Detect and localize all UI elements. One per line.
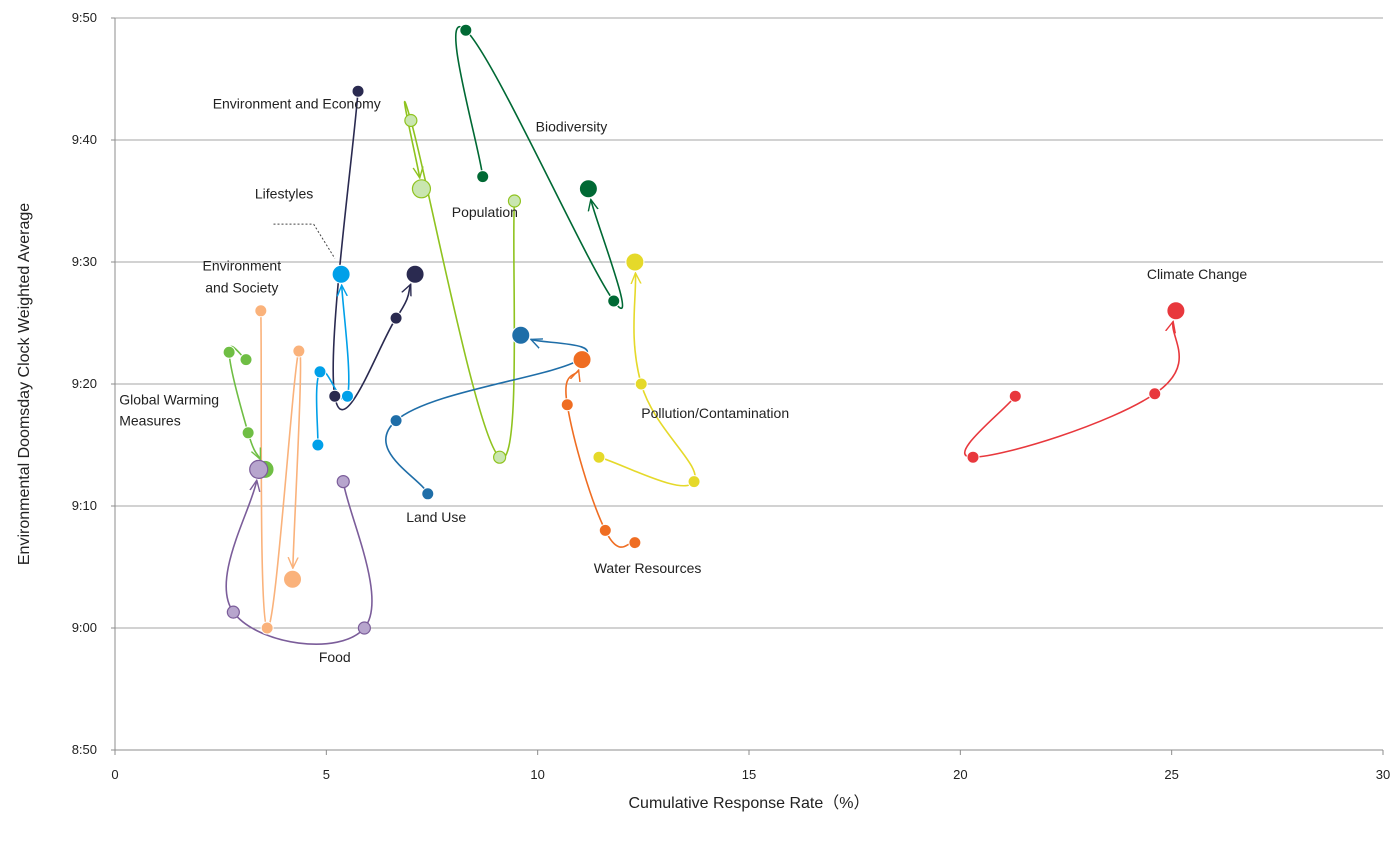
label-measures: Measures (119, 412, 180, 428)
point-water-resources-1 (628, 536, 642, 550)
y-tick-label: 9:20 (72, 376, 97, 391)
series-lines (225, 26, 1181, 645)
label-biodiversity: Biodiversity (536, 118, 608, 134)
point-lifestyles-2 (313, 365, 327, 379)
point-global-warming-measures-2 (222, 345, 236, 359)
x-tick-label: 30 (1376, 767, 1390, 782)
label-pollution-contamination: Pollution/Contamination (641, 405, 789, 421)
point-environment-and-society-2 (260, 621, 274, 635)
point-biodiversity-3 (607, 294, 621, 308)
point-land-use-4 (511, 325, 531, 345)
label-lifestyles: Lifestyles (255, 186, 313, 202)
label-environment: Environment (203, 258, 282, 274)
x-tick-label: 0 (111, 767, 118, 782)
label-water-resources: Water Resources (594, 560, 702, 576)
lifestyles-leader (313, 223, 336, 259)
y-tick-label: 9:10 (72, 498, 97, 513)
x-tick-label: 25 (1164, 767, 1178, 782)
series-line-pollution-contamination (598, 273, 697, 487)
point-water-resources-3 (560, 398, 574, 412)
point-lifestyles-3 (340, 389, 354, 403)
point-population-2 (493, 450, 507, 464)
label-and-society: and Society (205, 280, 278, 296)
point-food-1 (336, 475, 350, 489)
point-land-use-1 (421, 487, 435, 501)
point-population-3 (404, 113, 418, 128)
label-global-warming: Global Warming (119, 392, 219, 408)
x-tick-label: 5 (323, 767, 330, 782)
series-line-environment-and-society (260, 310, 302, 629)
point-environment-and-economy-1 (351, 84, 365, 98)
label-food: Food (319, 649, 351, 665)
point-environment-and-society-4 (283, 569, 303, 589)
series-line-climate-change (964, 321, 1181, 459)
label-environment-and-economy: Environment and Economy (213, 95, 381, 111)
y-tick-label: 8:50 (72, 742, 97, 757)
y-tick-label: 9:00 (72, 620, 97, 635)
point-biodiversity-4 (578, 179, 598, 199)
point-climate-change-4 (1166, 301, 1186, 321)
label-climate-change: Climate Change (1147, 266, 1248, 282)
point-global-warming-measures-3 (241, 426, 255, 440)
series-points (222, 23, 1186, 635)
point-environment-and-economy-3 (389, 311, 403, 325)
series-line-global-warming-measures (228, 345, 262, 459)
point-biodiversity-2 (459, 23, 473, 37)
point-land-use-2 (389, 414, 403, 428)
point-pollution-contamination-2 (687, 475, 701, 489)
y-axis-title: Environmental Doomsday Clock Weighted Av… (16, 203, 33, 565)
point-food-3 (226, 605, 240, 619)
series-line-environment-and-economy (332, 91, 411, 411)
point-pollution-contamination-3 (634, 377, 648, 391)
series-line-population (403, 100, 516, 459)
series-labels: Climate Change Biodiversity Population Envi… (119, 95, 1247, 665)
y-tick-label: 9:40 (72, 132, 97, 147)
x-axis-title: Cumulative Response Rate（%） (629, 794, 870, 812)
grid (115, 17, 1383, 629)
point-water-resources-2 (598, 523, 612, 537)
point-food-4 (249, 459, 269, 479)
point-pollution-contamination-1 (592, 450, 606, 464)
label-land-use: Land Use (406, 509, 466, 525)
point-population-1 (507, 194, 522, 208)
x-tick-label: 10 (530, 767, 544, 782)
point-global-warming-measures-1 (239, 353, 253, 367)
series-line-water-resources (565, 370, 636, 548)
point-population-4 (411, 179, 432, 199)
point-pollution-contamination-4 (625, 252, 645, 272)
point-environment-and-society-3 (292, 344, 306, 358)
point-biodiversity-1 (476, 170, 490, 184)
point-environment-and-society-1 (254, 304, 268, 318)
y-tick-label: 9:50 (72, 10, 97, 25)
point-climate-change-2 (966, 450, 980, 464)
series-line-land-use (385, 339, 589, 495)
point-lifestyles-1 (311, 438, 325, 452)
x-tick-label: 20 (953, 767, 967, 782)
point-climate-change-3 (1148, 387, 1162, 401)
point-environment-and-economy-2 (328, 389, 342, 403)
point-water-resources-4 (572, 350, 592, 370)
x-tick-label: 15 (742, 767, 756, 782)
tick-labels: 8:50 9:00 9:10 9:20 9:30 9:40 9:50 0 5 10 15 20 25 30 (72, 10, 1391, 782)
y-tick-label: 9:30 (72, 254, 97, 269)
point-climate-change-1 (1008, 389, 1022, 403)
point-environment-and-economy-4 (405, 264, 425, 284)
label-population: Population (452, 204, 518, 220)
point-food-2 (357, 621, 371, 635)
point-lifestyles-4 (331, 264, 351, 284)
series-line-food (225, 480, 373, 645)
series-line-biodiversity (454, 26, 624, 310)
